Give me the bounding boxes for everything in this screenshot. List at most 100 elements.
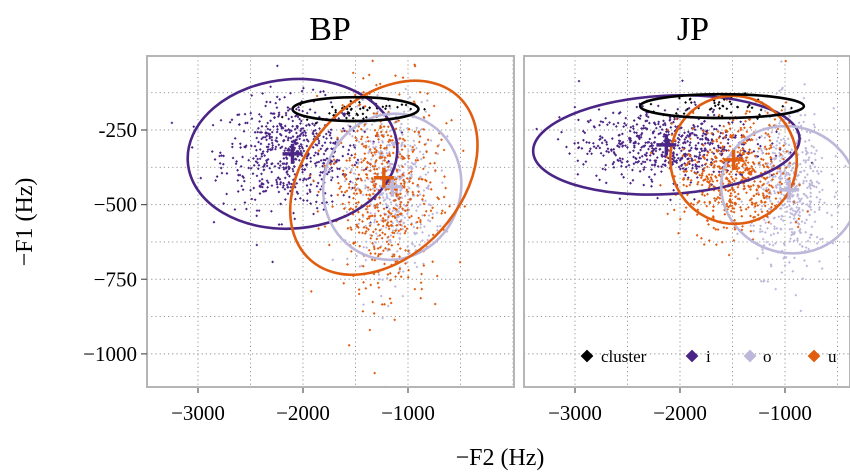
point-o <box>809 208 813 212</box>
point-u <box>375 112 379 115</box>
point-u <box>399 192 403 196</box>
point-o <box>377 273 381 277</box>
point-i <box>325 137 328 140</box>
point-i <box>565 145 568 149</box>
point-o <box>756 257 759 260</box>
point-o <box>387 150 391 154</box>
point-i <box>683 138 687 141</box>
point-i <box>577 118 580 122</box>
point-u <box>738 151 742 155</box>
point-o <box>363 179 367 182</box>
point-o <box>411 242 415 246</box>
point-u <box>422 202 426 206</box>
point-i <box>286 138 290 142</box>
point-u <box>336 193 340 197</box>
point-u <box>391 235 395 239</box>
point-u <box>382 125 386 128</box>
point-u <box>718 152 722 156</box>
point-i <box>271 143 275 147</box>
point-i <box>660 155 664 158</box>
point-i <box>681 146 685 149</box>
point-i <box>266 145 270 149</box>
point-i <box>581 129 585 133</box>
point-u <box>421 197 424 201</box>
point-i <box>275 136 279 140</box>
point-o <box>774 184 778 188</box>
point-u <box>716 130 720 133</box>
point-o <box>421 230 424 234</box>
point-o <box>403 194 407 198</box>
point-i <box>234 162 238 166</box>
point-u <box>355 51 358 54</box>
point-u <box>674 117 678 121</box>
point-i <box>265 100 269 104</box>
point-i <box>263 154 267 157</box>
point-u <box>444 186 448 190</box>
point-u <box>703 200 707 204</box>
point-u <box>673 139 677 142</box>
point-o <box>368 139 372 143</box>
point-u <box>367 73 371 77</box>
point-u <box>353 156 356 159</box>
point-u <box>369 252 373 255</box>
point-u <box>331 205 334 208</box>
point-i <box>290 140 294 144</box>
point-o <box>800 197 803 201</box>
point-u <box>363 104 367 108</box>
point-u <box>397 229 401 233</box>
point-i <box>612 165 616 169</box>
point-u <box>341 169 345 173</box>
point-i <box>338 167 341 171</box>
mean-marker-u <box>373 167 394 188</box>
point-o <box>412 225 416 229</box>
point-u <box>371 153 375 157</box>
point-o <box>783 174 787 178</box>
point-u <box>351 71 355 75</box>
point-i <box>640 154 644 158</box>
point-o <box>809 191 813 195</box>
point-o <box>823 201 826 205</box>
point-i <box>603 168 607 172</box>
point-i <box>592 145 596 149</box>
point-i <box>296 154 300 158</box>
point-u <box>736 192 740 196</box>
point-o <box>804 146 808 150</box>
point-u <box>767 195 771 199</box>
point-u <box>410 170 413 173</box>
point-cluster <box>358 107 362 111</box>
point-o <box>807 138 811 142</box>
point-i <box>589 147 592 151</box>
point-cluster <box>725 107 729 111</box>
point-i <box>683 162 687 165</box>
point-u <box>373 252 377 256</box>
point-o <box>374 145 378 149</box>
point-o <box>836 204 840 208</box>
point-i <box>291 167 295 171</box>
point-i <box>270 184 274 188</box>
point-u <box>728 127 732 131</box>
point-i <box>269 85 273 89</box>
point-i <box>218 161 222 165</box>
point-i <box>313 111 317 115</box>
point-u <box>400 148 404 152</box>
point-o <box>396 210 400 214</box>
point-i <box>650 180 654 184</box>
point-i <box>576 172 580 176</box>
point-u <box>717 201 721 204</box>
point-i <box>656 104 660 108</box>
point-o <box>792 161 796 165</box>
point-o <box>813 220 817 224</box>
point-i <box>291 119 295 123</box>
point-o <box>351 181 355 185</box>
point-u <box>784 166 788 170</box>
point-u <box>373 164 377 168</box>
point-u <box>377 137 380 141</box>
point-u <box>708 179 712 183</box>
point-u <box>698 173 702 177</box>
point-i <box>653 159 657 163</box>
point-o <box>797 222 801 226</box>
point-i <box>258 130 262 134</box>
point-u <box>666 128 670 132</box>
point-i <box>286 172 290 176</box>
point-cluster <box>747 103 751 107</box>
